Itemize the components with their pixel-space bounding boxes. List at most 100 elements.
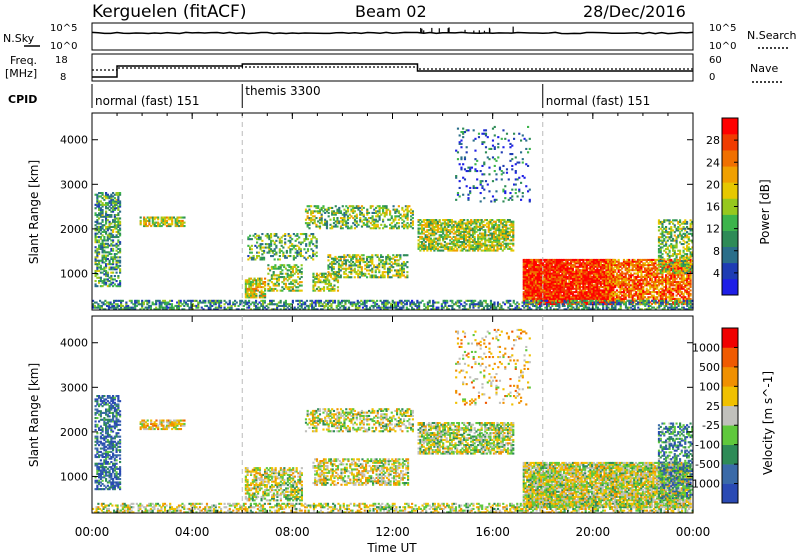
heatmap-cell bbox=[522, 265, 525, 268]
heatmap-cell bbox=[338, 210, 341, 213]
heatmap-cell bbox=[110, 268, 113, 271]
heatmap-cell bbox=[533, 265, 536, 268]
heatmap-cell bbox=[108, 285, 111, 288]
heatmap-cell bbox=[96, 214, 99, 217]
heatmap-cell bbox=[108, 202, 111, 205]
heatmap-cell bbox=[171, 218, 174, 221]
heatmap-cell bbox=[457, 222, 461, 225]
heatmap-cell bbox=[584, 258, 587, 261]
heatmap-cell bbox=[556, 274, 559, 277]
heatmap-cell bbox=[666, 272, 669, 275]
heatmap-cell bbox=[162, 223, 165, 226]
heatmap-cell bbox=[352, 208, 355, 211]
heatmap-cell bbox=[610, 286, 613, 289]
heatmap-cell bbox=[322, 206, 325, 209]
heatmap-cell bbox=[146, 216, 149, 219]
heatmap-cell bbox=[536, 264, 539, 267]
heatmap-cell bbox=[358, 276, 362, 279]
heatmap-cell bbox=[101, 259, 104, 262]
heatmap-cell bbox=[329, 284, 333, 287]
heatmap-cell bbox=[374, 254, 377, 257]
heatmap-cell bbox=[346, 225, 350, 228]
power-heatmap-cells bbox=[92, 125, 694, 311]
heatmap-cell bbox=[331, 211, 334, 214]
heatmap-cell bbox=[471, 220, 475, 223]
heatmap-cell bbox=[96, 268, 99, 271]
heatmap-cell bbox=[248, 296, 251, 299]
heatmap-cell bbox=[538, 267, 541, 270]
heatmap-cell bbox=[355, 220, 358, 223]
heatmap-cell bbox=[298, 284, 301, 287]
heatmap-cell bbox=[94, 251, 97, 254]
heatmap-cell bbox=[312, 286, 315, 289]
heatmap-cell bbox=[337, 255, 341, 258]
heatmap-cell bbox=[277, 282, 280, 285]
heatmap-cell bbox=[578, 284, 581, 287]
heatmap-cell bbox=[501, 241, 504, 244]
heatmap-cell bbox=[445, 230, 448, 233]
heatmap-cell bbox=[607, 274, 610, 277]
heatmap-cell bbox=[513, 183, 516, 186]
heatmap-cell bbox=[614, 258, 617, 261]
heatmap-cell bbox=[495, 159, 498, 162]
heatmap-cell bbox=[512, 227, 515, 230]
heatmap-cell bbox=[436, 230, 439, 233]
heatmap-cell bbox=[585, 260, 588, 263]
heatmap-cell bbox=[619, 262, 622, 265]
heatmap-cell bbox=[571, 292, 574, 295]
heatmap-cell bbox=[306, 222, 309, 225]
heatmap-cell bbox=[591, 289, 594, 292]
heatmap-cell bbox=[151, 216, 154, 219]
heatmap-cell bbox=[410, 208, 413, 211]
heatmap-cell bbox=[256, 246, 259, 249]
heatmap-cell bbox=[99, 214, 102, 217]
heatmap-cell bbox=[522, 262, 525, 265]
heatmap-cell bbox=[580, 277, 583, 280]
heatmap-cell bbox=[642, 264, 645, 267]
heatmap-cell bbox=[319, 289, 322, 292]
heatmap-cell bbox=[426, 219, 429, 222]
heatmap-cell bbox=[117, 259, 120, 262]
heatmap-cell bbox=[636, 260, 640, 263]
heatmap-cell bbox=[343, 213, 346, 216]
heatmap-cell bbox=[394, 217, 397, 220]
heatmap-cell bbox=[471, 249, 475, 252]
heatmap-cell bbox=[643, 262, 647, 265]
heatmap-cell bbox=[525, 163, 528, 166]
heatmap-cell bbox=[288, 264, 291, 267]
heatmap-cell bbox=[594, 258, 597, 261]
heatmap-cell bbox=[582, 296, 585, 299]
heatmap-cell bbox=[388, 271, 391, 274]
heatmap-cell bbox=[110, 239, 113, 242]
heatmap-cell bbox=[464, 235, 468, 238]
heatmap-cell bbox=[101, 230, 104, 233]
heatmap-cell bbox=[599, 291, 602, 294]
heatmap-cell bbox=[617, 296, 620, 299]
heatmap-cell bbox=[153, 221, 156, 224]
heatmap-cell bbox=[568, 280, 571, 283]
heatmap-cell bbox=[169, 225, 172, 228]
heatmap-cell bbox=[449, 246, 452, 249]
heatmap-cell bbox=[543, 267, 546, 270]
heatmap-cell bbox=[332, 271, 335, 274]
heatmap-cell bbox=[253, 277, 256, 280]
heatmap-cell bbox=[112, 266, 115, 269]
heatmap-cell bbox=[117, 193, 120, 196]
heatmap-cell bbox=[98, 280, 101, 283]
heatmap-cell bbox=[296, 255, 299, 258]
heatmap-cell bbox=[438, 246, 441, 249]
heatmap-cell bbox=[371, 215, 374, 218]
heatmap-cell bbox=[422, 242, 425, 245]
heatmap-cell bbox=[516, 195, 519, 198]
heatmap-cell bbox=[338, 222, 341, 225]
heatmap-cell bbox=[589, 279, 592, 282]
heatmap-cell bbox=[592, 260, 595, 263]
heatmap-cell bbox=[278, 241, 281, 244]
heatmap-cell bbox=[279, 267, 282, 270]
heatmap-cell bbox=[357, 274, 360, 277]
heatmap-cell bbox=[419, 237, 422, 240]
heatmap-cell bbox=[589, 258, 592, 261]
heatmap-cell bbox=[96, 222, 99, 225]
heatmap-cell bbox=[585, 279, 588, 282]
heatmap-cell bbox=[612, 272, 615, 275]
